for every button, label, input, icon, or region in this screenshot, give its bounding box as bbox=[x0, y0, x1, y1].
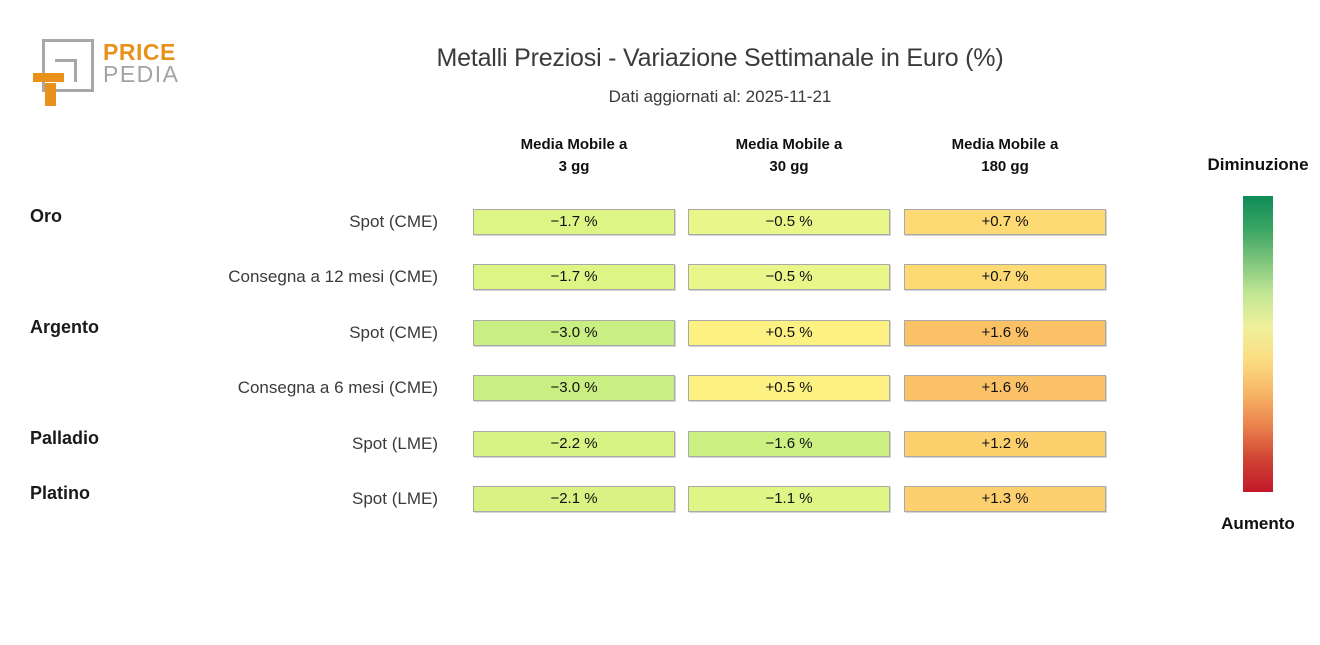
heatmap-cell: −0.5 % bbox=[688, 264, 890, 290]
column-header-30gg: Media Mobile a 30 gg bbox=[688, 134, 890, 178]
table-row: Oro Spot (CME) −1.7 % −0.5 % +0.7 % bbox=[0, 206, 1320, 235]
logo-wordmark: PRICE PEDIA bbox=[103, 39, 180, 87]
column-header-line1: Media Mobile a bbox=[735, 136, 843, 153]
table-row: Consegna a 6 mesi (CME) −3.0 % +0.5 % +1… bbox=[0, 375, 1320, 401]
legend-gradient-bar bbox=[1243, 196, 1273, 492]
table-row: Platino Spot (LME) −2.1 % −1.1 % +1.3 % bbox=[0, 483, 1320, 512]
heatmap-cell: +0.7 % bbox=[904, 264, 1106, 290]
legend-label-aumento: Aumento bbox=[1221, 514, 1295, 533]
heatmap-cell: +1.6 % bbox=[904, 320, 1106, 346]
metal-label-palladio: Palladio bbox=[30, 428, 100, 448]
column-header-180gg: Media Mobile a 180 gg bbox=[904, 134, 1106, 178]
series-label: Spot (LME) bbox=[352, 489, 438, 508]
logo-text-price: PRICE bbox=[103, 39, 176, 65]
logo-orange-corner-icon bbox=[33, 73, 64, 82]
heatmap-cell: −2.2 % bbox=[473, 431, 675, 457]
heatmap-cell: −3.0 % bbox=[473, 320, 675, 346]
table-row: Palladio Spot (LME) −2.2 % −1.6 % +1.2 % bbox=[0, 428, 1320, 457]
pricepedia-logo: PRICE PEDIA bbox=[33, 33, 223, 113]
metal-label-argento: Argento bbox=[30, 317, 99, 337]
series-label: Consegna a 6 mesi (CME) bbox=[237, 378, 438, 397]
column-header-line1: Media Mobile a bbox=[520, 136, 628, 153]
logo-gray-corner-icon bbox=[55, 59, 77, 82]
heatmap-cell: +0.5 % bbox=[688, 375, 890, 401]
column-header-line2: 180 gg bbox=[981, 158, 1029, 175]
metal-label-platino: Platino bbox=[30, 483, 91, 503]
heatmap-cell: +1.6 % bbox=[904, 375, 1106, 401]
column-header-line2: 3 gg bbox=[558, 158, 590, 175]
page-subtitle: Dati aggiornati al: 2025-11-21 bbox=[608, 87, 832, 106]
heatmap-cell: +0.5 % bbox=[688, 320, 890, 346]
logo-square-icon bbox=[42, 39, 94, 92]
legend-label-diminuzione: Diminuzione bbox=[1207, 155, 1309, 174]
heatmap-cell: −3.0 % bbox=[473, 375, 675, 401]
metal-label-oro: Oro bbox=[30, 206, 63, 226]
heatmap-cell: +0.7 % bbox=[904, 209, 1106, 235]
series-label: Spot (CME) bbox=[349, 323, 438, 342]
heatmap-cell: −1.1 % bbox=[688, 486, 890, 512]
heatmap-cell: −0.5 % bbox=[688, 209, 890, 235]
column-header-3gg: Media Mobile a 3 gg bbox=[473, 134, 675, 178]
logo-text-pedia: PEDIA bbox=[103, 61, 180, 87]
page-title: Metalli Preziosi - Variazione Settimanal… bbox=[436, 44, 1004, 72]
heatmap-cell: +1.3 % bbox=[904, 486, 1106, 512]
table-row: Consegna a 12 mesi (CME) −1.7 % −0.5 % +… bbox=[0, 264, 1320, 290]
heatmap-cell: +1.2 % bbox=[904, 431, 1106, 457]
table-row: Argento Spot (CME) −3.0 % +0.5 % +1.6 % bbox=[0, 317, 1320, 346]
heatmap-cell: −1.7 % bbox=[473, 264, 675, 290]
series-label: Spot (CME) bbox=[349, 212, 438, 231]
logo-orange-bar-icon bbox=[45, 83, 56, 106]
heatmap-cell: −1.6 % bbox=[688, 431, 890, 457]
series-label: Consegna a 12 mesi (CME) bbox=[228, 267, 438, 286]
column-header-line1: Media Mobile a bbox=[951, 136, 1059, 153]
heatmap-cell: −1.7 % bbox=[473, 209, 675, 235]
series-label: Spot (LME) bbox=[352, 434, 438, 453]
column-header-line2: 30 gg bbox=[769, 158, 809, 175]
heatmap-cell: −2.1 % bbox=[473, 486, 675, 512]
